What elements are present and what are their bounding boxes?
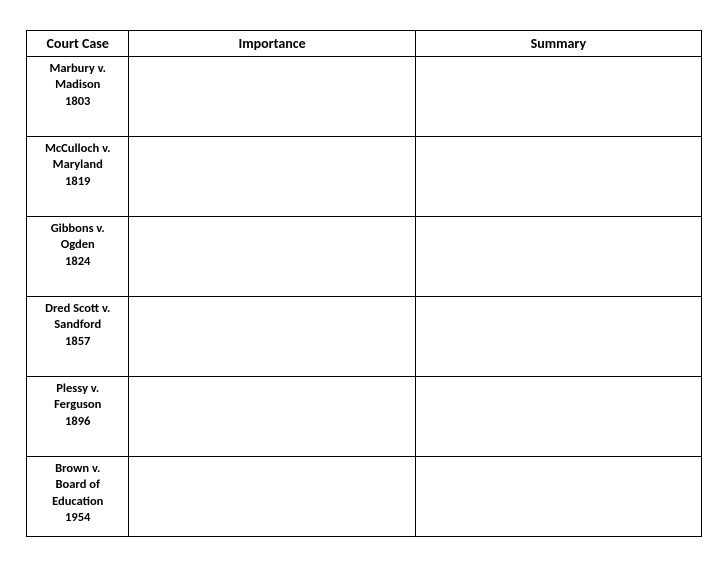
summary-cell — [415, 137, 701, 217]
summary-cell — [415, 377, 701, 457]
importance-cell — [129, 137, 415, 217]
summary-cell — [415, 57, 701, 137]
case-name: Plessy v.Ferguson1896 — [33, 381, 122, 430]
summary-cell — [415, 217, 701, 297]
summary-cell — [415, 457, 701, 537]
table-body: Marbury v.Madison1803 McCulloch v.Marylan… — [27, 57, 702, 537]
court-cases-table: Court Case Importance Summary Marbury v.… — [26, 30, 702, 537]
table-row: McCulloch v.Maryland1819 — [27, 137, 702, 217]
case-cell: Brown v.Board ofEducation1954 — [27, 457, 129, 537]
case-name: Brown v.Board ofEducation1954 — [33, 461, 122, 526]
header-importance: Importance — [129, 31, 415, 57]
case-name: Gibbons v.Ogden1824 — [33, 221, 122, 270]
table-row: Gibbons v.Ogden1824 — [27, 217, 702, 297]
importance-cell — [129, 457, 415, 537]
table-row: Dred Scott v.Sandford1857 — [27, 297, 702, 377]
importance-cell — [129, 377, 415, 457]
importance-cell — [129, 297, 415, 377]
table-row: Plessy v.Ferguson1896 — [27, 377, 702, 457]
header-court-case: Court Case — [27, 31, 129, 57]
case-name: Marbury v.Madison1803 — [33, 61, 122, 110]
table-header-row: Court Case Importance Summary — [27, 31, 702, 57]
case-name: Dred Scott v.Sandford1857 — [33, 301, 122, 350]
case-cell: Gibbons v.Ogden1824 — [27, 217, 129, 297]
header-summary: Summary — [415, 31, 701, 57]
case-cell: McCulloch v.Maryland1819 — [27, 137, 129, 217]
summary-cell — [415, 297, 701, 377]
table-row: Brown v.Board ofEducation1954 — [27, 457, 702, 537]
case-cell: Plessy v.Ferguson1896 — [27, 377, 129, 457]
case-cell: Marbury v.Madison1803 — [27, 57, 129, 137]
case-name: McCulloch v.Maryland1819 — [33, 141, 122, 190]
importance-cell — [129, 57, 415, 137]
importance-cell — [129, 217, 415, 297]
case-cell: Dred Scott v.Sandford1857 — [27, 297, 129, 377]
table-row: Marbury v.Madison1803 — [27, 57, 702, 137]
